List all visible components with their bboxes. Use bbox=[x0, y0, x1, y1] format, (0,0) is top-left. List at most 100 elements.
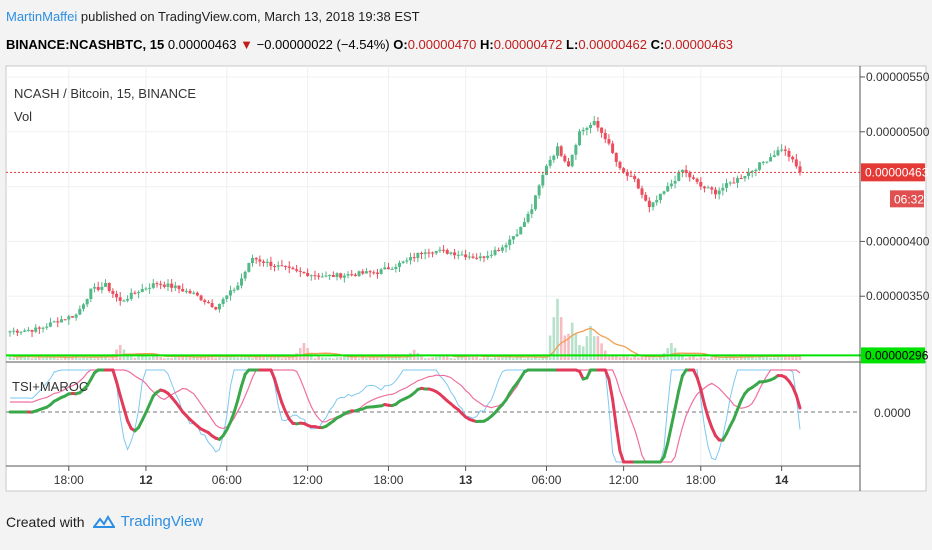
volume-bar bbox=[155, 355, 159, 360]
candle-body bbox=[100, 286, 104, 290]
candle-body bbox=[758, 162, 762, 170]
candle-body bbox=[390, 268, 394, 270]
price-tick-label: 0.00000350 bbox=[866, 289, 930, 303]
close-label: C: bbox=[650, 37, 665, 52]
volume-bar bbox=[530, 358, 534, 360]
volume-bar bbox=[416, 352, 420, 360]
candle-body bbox=[706, 187, 710, 189]
volume-bar bbox=[747, 355, 750, 360]
time-tick-label: 12:00 bbox=[609, 473, 639, 487]
tsi-main-segment bbox=[614, 425, 622, 453]
candle-body bbox=[508, 239, 512, 246]
price-axis[interactable]: 0.00000550 0.00000500 0.00000400 0.00000350… bbox=[860, 70, 930, 420]
volume-bar bbox=[567, 333, 570, 360]
candle-body bbox=[691, 177, 695, 179]
created-with-text: Created with bbox=[6, 513, 85, 530]
volume-bar bbox=[310, 353, 313, 360]
publish-info: MartinMaffei published on TradingView.co… bbox=[6, 9, 420, 24]
candle-body bbox=[423, 252, 427, 255]
volume-bar bbox=[431, 357, 434, 360]
volume-bar bbox=[100, 355, 104, 360]
candle-body bbox=[728, 182, 732, 184]
ticker-symbol: BINANCE:NCASHBTC, 15 bbox=[6, 37, 165, 52]
volume-bar bbox=[666, 348, 670, 360]
candle-body bbox=[585, 127, 589, 130]
candle-body bbox=[658, 193, 662, 201]
tsi-main-segment bbox=[669, 407, 677, 428]
candle-body bbox=[405, 260, 409, 262]
tsi-main-segment bbox=[699, 387, 706, 407]
candle-body bbox=[184, 290, 188, 292]
volume-bar bbox=[240, 357, 243, 360]
candle-body bbox=[287, 266, 291, 268]
candle-body bbox=[126, 298, 130, 301]
price-tick-label: 0.00000550 bbox=[866, 70, 930, 84]
close-value: 0.00000463 bbox=[664, 37, 734, 52]
candle-body bbox=[23, 330, 27, 332]
candle-body bbox=[397, 262, 401, 267]
volume-bar bbox=[49, 356, 52, 360]
candle-body bbox=[563, 155, 567, 162]
candle-body bbox=[85, 298, 89, 305]
tsi-main-segment bbox=[677, 374, 684, 393]
candle-body bbox=[489, 254, 493, 256]
volume-bar bbox=[280, 358, 284, 360]
candle-body bbox=[251, 258, 255, 264]
volume-bar bbox=[552, 317, 556, 360]
tsi-main-segment bbox=[695, 375, 703, 391]
volume-bar bbox=[56, 358, 60, 360]
candle-body bbox=[669, 183, 673, 187]
volume-bar bbox=[611, 355, 614, 360]
volume-bar bbox=[118, 345, 122, 360]
tsi-main-segment bbox=[280, 401, 288, 414]
volume-bar bbox=[321, 357, 324, 360]
tsi-main-segment bbox=[236, 384, 243, 402]
candle-body bbox=[170, 283, 174, 288]
candle-body bbox=[258, 259, 262, 262]
candle-body bbox=[159, 283, 163, 285]
volume-bar bbox=[243, 356, 247, 360]
candle-body bbox=[133, 292, 137, 294]
candle-body bbox=[747, 172, 751, 177]
volume-bar bbox=[203, 356, 207, 360]
tradingview-brand[interactable]: TradingView bbox=[120, 513, 204, 530]
author-link[interactable]: MartinMaffei bbox=[6, 9, 78, 24]
candle-body bbox=[504, 245, 508, 248]
candle-body bbox=[56, 321, 60, 323]
volume-bar bbox=[776, 357, 780, 360]
time-tick-label: 12 bbox=[139, 473, 153, 487]
time-tick-label: 06:00 bbox=[212, 473, 242, 487]
volume-bar bbox=[486, 356, 489, 360]
candle-body bbox=[129, 292, 133, 299]
time-tick-label: 12:00 bbox=[293, 473, 323, 487]
volume-bar bbox=[350, 356, 354, 360]
time-axis[interactable]: 18:00 12 06:00 12:00 18:00 13 06:00 12:00 18:00 1… bbox=[54, 466, 789, 487]
candle-body bbox=[151, 283, 155, 288]
candle-body bbox=[284, 265, 288, 267]
volume-bar bbox=[651, 355, 655, 360]
candle-body bbox=[769, 156, 773, 162]
tsi-main-segment bbox=[611, 397, 618, 429]
price-change: −0.00000022 (−4.54%) bbox=[256, 37, 390, 52]
candle-body bbox=[533, 195, 537, 210]
volume-bar bbox=[559, 317, 563, 360]
candle-body bbox=[59, 319, 63, 323]
candle-body bbox=[52, 321, 56, 323]
volume-bar bbox=[192, 357, 196, 360]
candle-body bbox=[111, 290, 115, 294]
candle-body bbox=[684, 169, 688, 173]
price-chart[interactable]: 0.00000550 0.00000500 0.00000400 0.00000350… bbox=[0, 60, 932, 510]
candle-body bbox=[725, 183, 729, 188]
tsi-main-segment bbox=[794, 393, 802, 410]
volume-bar bbox=[376, 357, 379, 360]
volume-bar bbox=[71, 356, 74, 360]
volume-bar bbox=[140, 355, 144, 360]
volume-bar bbox=[214, 357, 218, 360]
volume-bar bbox=[721, 358, 725, 360]
candle-body bbox=[526, 213, 530, 222]
volume-bar bbox=[27, 356, 30, 360]
candle-body bbox=[787, 150, 791, 157]
candle-body bbox=[401, 261, 405, 263]
volume-bar bbox=[728, 356, 732, 360]
volume-bar bbox=[365, 358, 368, 360]
